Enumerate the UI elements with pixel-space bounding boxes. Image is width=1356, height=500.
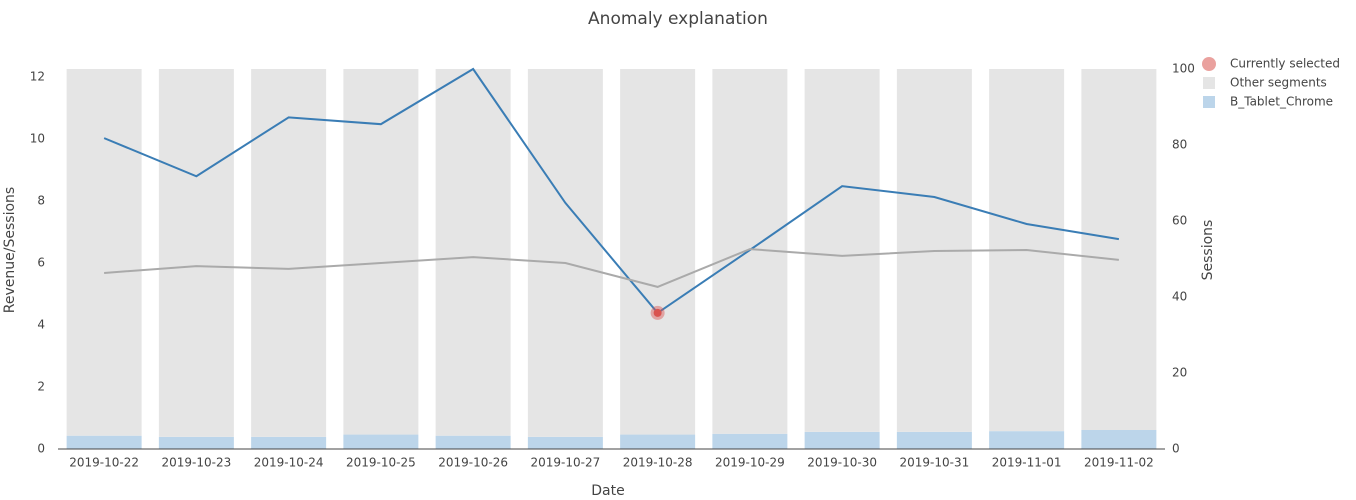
y-tick-label: 2 (37, 380, 45, 394)
bar (804, 431, 880, 449)
bar (804, 69, 880, 432)
legend-label: Currently selected (1230, 57, 1340, 71)
bar (251, 436, 327, 449)
selected-point (653, 308, 662, 317)
bar (343, 434, 419, 449)
bar (527, 69, 603, 437)
x-axis-label: Date (591, 483, 624, 499)
y-tick-label: 8 (37, 194, 45, 208)
y-tick-label: 10 (30, 132, 45, 146)
bar (251, 69, 327, 437)
bar (989, 431, 1065, 449)
legend-label: Other segments (1230, 76, 1327, 90)
x-tick-label: 2019-10-27 (531, 456, 601, 470)
x-tick-label: 2019-10-29 (715, 456, 785, 470)
legend-label: B_Tablet_Chrome (1230, 95, 1333, 109)
y2-tick-label: 20 (1172, 366, 1187, 380)
y2-tick-label: 60 (1172, 214, 1187, 228)
bar (712, 433, 788, 449)
bar (435, 69, 511, 436)
bar (343, 69, 419, 435)
x-tick-label: 2019-10-28 (623, 456, 693, 470)
bar (620, 69, 696, 435)
x-tick-label: 2019-10-24 (254, 456, 324, 470)
bar (620, 434, 696, 449)
bar (435, 435, 511, 449)
x-tick-label: 2019-10-26 (438, 456, 508, 470)
bar (66, 69, 142, 436)
bar (1081, 69, 1157, 430)
x-tick-label: 2019-10-22 (69, 456, 139, 470)
x-tick-label: 2019-10-30 (807, 456, 877, 470)
chart-title: Anomaly explanation (588, 9, 768, 29)
legend-swatch (1203, 96, 1215, 108)
x-tick-label: 2019-10-23 (162, 456, 232, 470)
legend-swatch (1203, 77, 1215, 89)
y-axis-label: Revenue/Sessions (2, 187, 18, 313)
x-tick-label: 2019-10-25 (346, 456, 416, 470)
bar (66, 435, 142, 449)
x-tick-label: 2019-11-01 (992, 456, 1062, 470)
bar (527, 436, 603, 449)
legend-marker (1202, 57, 1216, 71)
y-tick-label: 6 (37, 256, 45, 270)
bar (158, 436, 234, 449)
bar (158, 69, 234, 437)
y2-tick-label: 40 (1172, 290, 1187, 304)
x-tick-label: 2019-11-02 (1084, 456, 1154, 470)
y2-tick-label: 80 (1172, 138, 1187, 152)
y-tick-label: 0 (37, 442, 45, 456)
line (104, 248, 1119, 288)
y2-tick-label: 100 (1172, 62, 1195, 76)
line (103, 67, 1120, 315)
bar (1081, 430, 1157, 449)
bar (896, 431, 972, 449)
x-tick-label: 2019-10-31 (900, 456, 970, 470)
y2-axis-label: Sessions (1200, 220, 1216, 281)
y-tick-label: 12 (30, 70, 45, 84)
y-tick-label: 4 (37, 318, 45, 332)
y2-tick-label: 0 (1172, 442, 1180, 456)
